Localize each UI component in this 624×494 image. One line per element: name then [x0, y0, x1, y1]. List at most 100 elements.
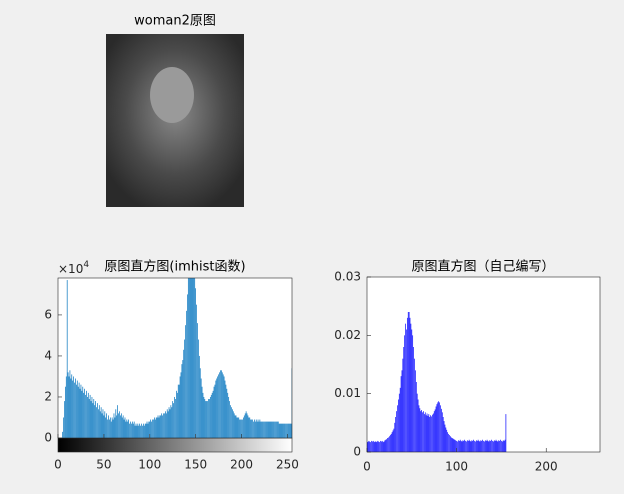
bar — [459, 439, 461, 452]
bar — [94, 405, 96, 438]
bar — [90, 401, 92, 438]
bar — [411, 329, 413, 452]
bar — [406, 329, 407, 452]
bar — [217, 376, 219, 438]
bar — [489, 440, 491, 452]
bar — [67, 372, 69, 438]
bar — [421, 410, 423, 452]
bar — [221, 372, 223, 438]
bar — [122, 415, 124, 438]
bar — [432, 414, 433, 452]
bar — [499, 440, 500, 452]
bar — [377, 440, 379, 452]
bar — [254, 421, 256, 438]
bar — [427, 415, 429, 452]
bar — [419, 408, 421, 452]
bar — [434, 409, 436, 452]
bar — [430, 415, 431, 452]
bar — [158, 417, 160, 438]
bar — [124, 417, 126, 438]
bar — [131, 421, 133, 438]
bar — [268, 421, 270, 438]
bar — [466, 441, 467, 452]
bar — [386, 439, 388, 452]
bar — [99, 411, 101, 438]
y-tick-label: 0 — [44, 431, 52, 445]
bar — [285, 423, 286, 438]
bar — [226, 388, 228, 438]
bar — [415, 382, 417, 452]
bar — [71, 374, 73, 438]
bar — [153, 419, 154, 438]
bar — [254, 419, 255, 438]
bar — [241, 419, 242, 438]
bar — [259, 419, 261, 438]
bar — [283, 423, 285, 438]
bar — [207, 401, 208, 438]
bar — [277, 421, 279, 438]
bar — [106, 413, 107, 438]
bar — [82, 386, 84, 438]
y-tick-label: 0.03 — [334, 270, 361, 284]
bar — [284, 423, 286, 438]
bar — [428, 414, 430, 452]
bar — [373, 442, 375, 452]
bar — [210, 394, 212, 438]
bar — [401, 370, 403, 452]
bar — [68, 376, 70, 438]
bar — [476, 440, 478, 452]
bar — [372, 440, 374, 452]
bar — [147, 423, 149, 438]
bar — [174, 396, 175, 438]
bar — [118, 413, 119, 438]
bar — [447, 432, 448, 452]
bar — [156, 417, 158, 438]
bar — [176, 392, 178, 438]
bar — [416, 393, 418, 452]
bar — [441, 408, 442, 452]
bar — [370, 442, 371, 452]
bar — [130, 421, 131, 438]
bar — [69, 370, 71, 438]
bar — [289, 423, 291, 438]
bar — [252, 419, 253, 438]
bar — [224, 380, 226, 438]
bar — [450, 436, 451, 452]
bar — [425, 415, 427, 452]
bar — [66, 280, 68, 438]
bar — [114, 417, 116, 438]
x-tick-label: 0 — [54, 458, 62, 472]
bar — [412, 335, 414, 452]
bar — [465, 440, 466, 452]
bar — [205, 401, 207, 438]
bar — [453, 439, 455, 452]
bar — [109, 417, 111, 438]
bar — [172, 401, 174, 438]
bar — [279, 423, 281, 438]
bar — [93, 399, 95, 438]
bar — [381, 441, 382, 452]
bar — [495, 439, 497, 452]
bar — [149, 421, 151, 438]
bar — [159, 415, 161, 438]
bar — [109, 419, 110, 438]
bar — [398, 399, 399, 452]
bar — [382, 442, 384, 452]
bar — [398, 393, 400, 452]
bar — [182, 360, 184, 438]
image-face — [150, 67, 194, 123]
bar — [251, 419, 252, 438]
x-tick-label: 250 — [276, 458, 299, 472]
bar — [426, 413, 428, 452]
bar — [163, 413, 164, 438]
bar — [486, 439, 488, 452]
bar — [477, 439, 479, 452]
bar — [399, 387, 401, 452]
bar — [253, 421, 254, 438]
bar — [228, 396, 230, 438]
bar — [138, 425, 140, 438]
bar — [484, 441, 485, 452]
y-tick-label: 0.02 — [334, 328, 361, 342]
bar — [392, 430, 394, 452]
